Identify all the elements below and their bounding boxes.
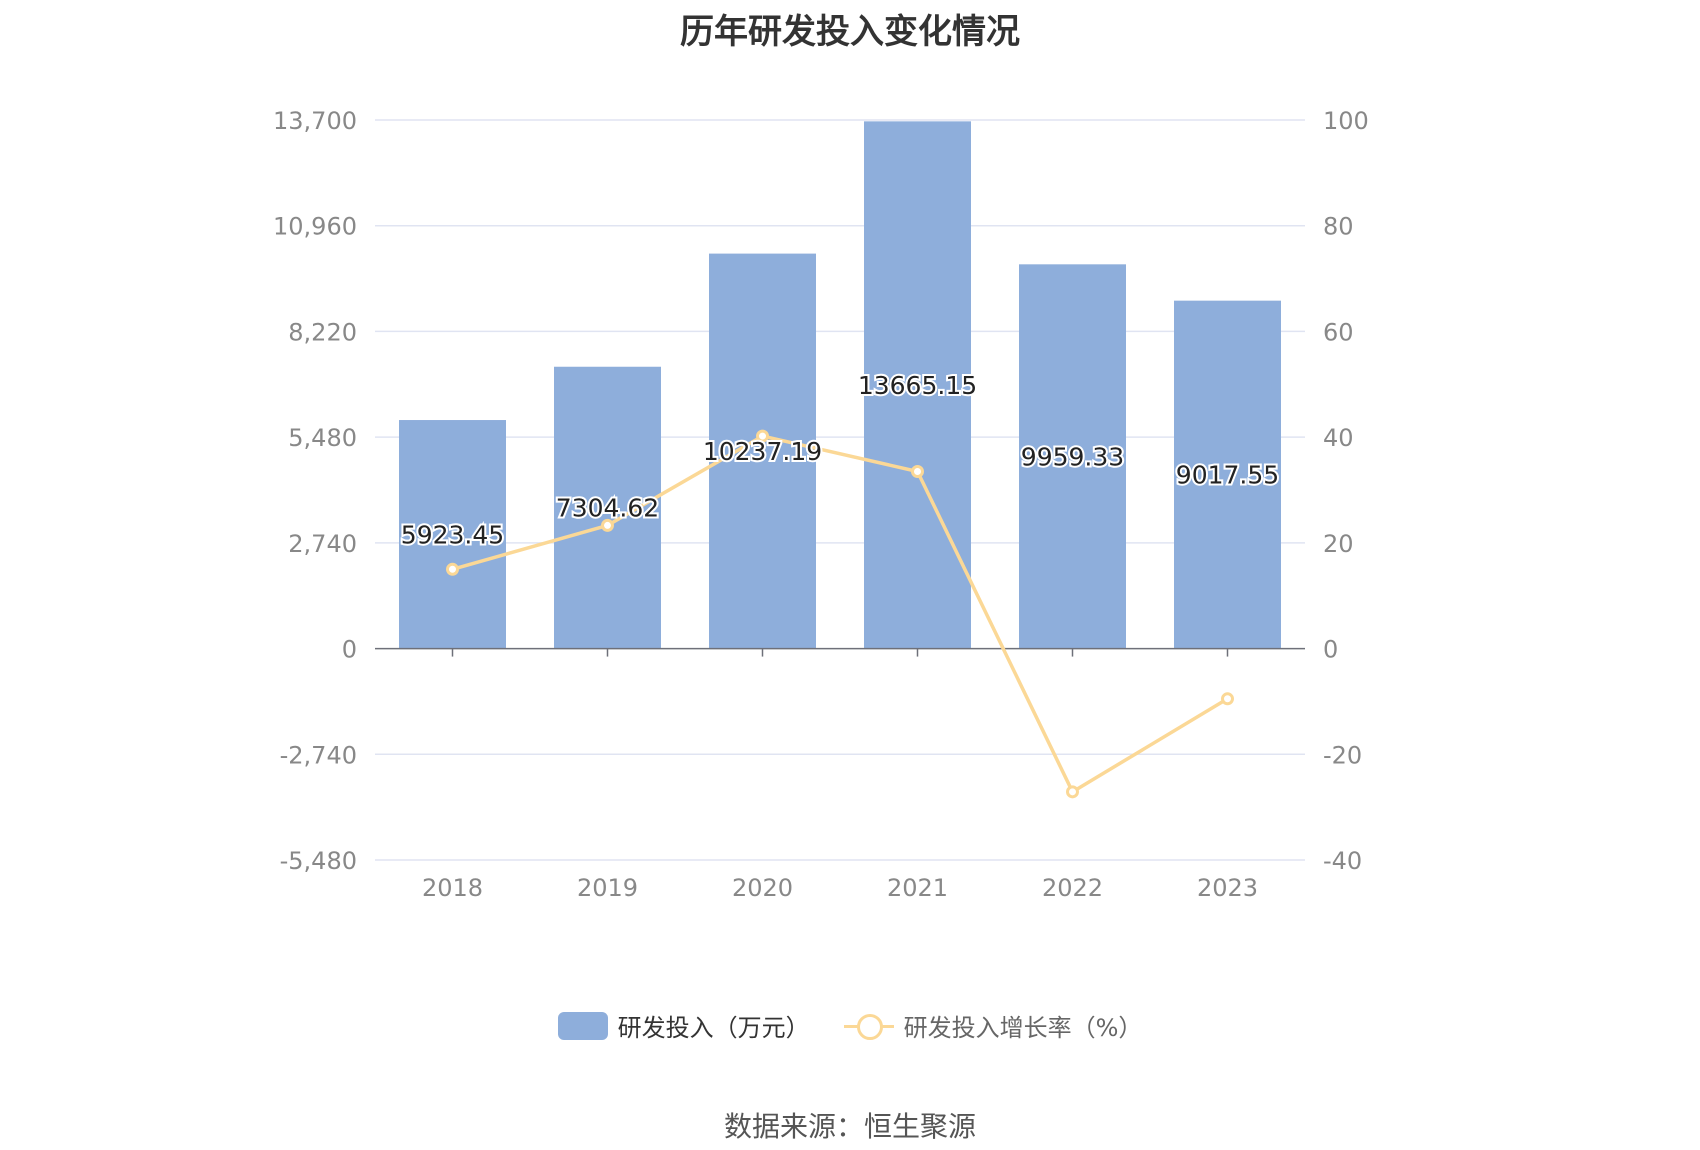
y-right-tick-label: 100: [1323, 107, 1369, 135]
bar-data-label: 5923.45: [401, 520, 504, 549]
bar-2018: [399, 420, 506, 649]
y-left-tick-label: -5,480: [280, 847, 357, 875]
y-left-tick-label: 0: [342, 636, 357, 664]
data-source: 数据来源：恒生聚源: [723, 1110, 976, 1143]
growth-point-2018: [446, 562, 459, 576]
x-tick-label: 2018: [422, 874, 483, 902]
bar-2022: [1019, 264, 1126, 649]
x-tick-label: 2021: [887, 874, 948, 902]
legend-item-bar[interactable]: 研发投入（万元）: [557, 1008, 810, 1043]
y-left-tick-label: -2,740: [280, 741, 357, 769]
x-tick-label: 2022: [1042, 874, 1103, 902]
bar-data-label: 13665.15: [858, 371, 977, 400]
legend-bar-label: 研发投入（万元）: [617, 1014, 810, 1042]
y-right-tick-label: -40: [1323, 847, 1362, 875]
x-tick-label: 2020: [732, 874, 793, 902]
y-right-tick-label: -20: [1323, 741, 1362, 769]
legend-line-swatch: [843, 1012, 894, 1040]
legend-item-line[interactable]: 研发投入增长率（%）: [843, 1008, 1143, 1043]
growth-point-2019: [601, 518, 614, 532]
growth-point-2022: [1066, 785, 1079, 799]
bar-2023: [1174, 300, 1281, 649]
bar-2019: [554, 366, 661, 649]
growth-line: [452, 434, 1229, 794]
bar-2021: [864, 121, 971, 649]
bar-data-label: 7304.62: [556, 494, 659, 523]
bar-2020: [709, 253, 816, 649]
y-right-tick-label: 0: [1323, 636, 1338, 664]
y-left-tick-label: 5,480: [288, 424, 357, 452]
legend-line-label: 研发投入增长率（%）: [903, 1014, 1143, 1042]
y-right-tick-label: 40: [1323, 424, 1354, 452]
bar-data-label: 9017.55: [1176, 461, 1279, 490]
y-left-tick-label: 8,220: [288, 318, 357, 346]
growth-point-2021: [911, 465, 924, 478]
bar-data-label: 9959.33: [1021, 442, 1124, 471]
chart-canvas: 13,700 10,960 8,220 5,480 2,740 0 -2,740 -5,480…: [273, 107, 1369, 902]
y-left-tick-label: 10,960: [273, 213, 357, 241]
y-right-tick-label: 60: [1323, 318, 1354, 346]
y-right-tick-label: 20: [1323, 530, 1354, 558]
legend: 研发投入（万元） 研发投入增长率（%）: [0, 1008, 1700, 1043]
y-left-tick-label: 13,700: [273, 107, 357, 135]
x-tick-label: 2023: [1197, 874, 1258, 902]
bar-data-label: 10237.19: [703, 437, 822, 466]
growth-point-2020: [756, 429, 769, 443]
legend-bar-swatch: [557, 1011, 608, 1040]
x-tick-label: 2019: [577, 874, 638, 902]
y-left-tick-label: 2,740: [288, 530, 357, 558]
chart-title: 历年研发投入变化情况: [680, 12, 1020, 52]
growth-point-2023: [1221, 692, 1234, 706]
y-right-tick-label: 80: [1323, 213, 1354, 241]
